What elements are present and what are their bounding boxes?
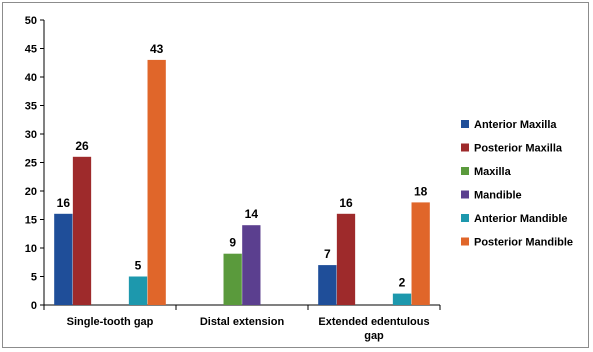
legend-label: Anterior Mandible [474, 213, 568, 225]
chart-frame [2, 2, 589, 348]
legend-label: Posterior Maxilla [474, 143, 563, 155]
bar [392, 293, 412, 305]
bar [54, 213, 73, 305]
legend-swatch [461, 167, 469, 175]
legend-label: Posterior Mandible [474, 237, 573, 249]
bar [318, 265, 337, 305]
data-label: 43 [150, 42, 164, 56]
x-category-label: Distal extension [200, 316, 285, 328]
legend: Anterior Maxilla Posterior Maxilla Maxilla… [461, 119, 573, 249]
data-label: 16 [339, 196, 353, 210]
y-tick-label: 0 [31, 300, 37, 312]
legend-swatch [461, 143, 469, 152]
data-labels: 16 7 26 16 9 14 5 2 43 18 [57, 42, 428, 290]
bar [128, 276, 148, 305]
y-tick-label: 25 [25, 158, 37, 170]
bars [54, 59, 430, 306]
data-label: 26 [75, 139, 89, 153]
bar [223, 253, 242, 305]
y-tick-label: 5 [31, 272, 37, 284]
bar [147, 59, 166, 306]
y-tick-label: 50 [25, 15, 37, 27]
legend-label: Maxilla [474, 166, 512, 178]
x-category-label: Extended edentulous [318, 316, 429, 328]
y-tick-label: 30 [25, 129, 37, 141]
x-category-label: gap [364, 330, 384, 342]
legend-label: Anterior Maxilla [474, 119, 557, 131]
bar [411, 202, 430, 305]
legend-label: Mandible [474, 190, 522, 202]
bar [242, 225, 261, 305]
y-tick-label: 15 [25, 215, 37, 227]
y-tick-label: 10 [25, 243, 37, 255]
y-tick-label: 20 [25, 186, 37, 198]
data-label: 9 [229, 236, 236, 250]
y-axis: 0 5 10 15 20 25 30 35 40 45 50 [25, 15, 45, 312]
x-axis: Single-tooth gap Distal extension Extended… [43, 304, 441, 342]
data-label: 14 [245, 207, 259, 221]
y-tick-label: 35 [25, 101, 37, 113]
bar [72, 156, 92, 305]
data-label: 16 [57, 196, 71, 210]
legend-swatch [461, 120, 469, 128]
legend-swatch [461, 214, 469, 222]
data-label: 7 [324, 247, 331, 261]
legend-swatch [461, 190, 469, 199]
x-category-label: Single-tooth gap [67, 316, 154, 328]
y-tick-label: 40 [25, 72, 37, 84]
data-label: 5 [135, 259, 142, 273]
legend-swatch [461, 237, 469, 246]
bar [336, 213, 356, 305]
data-label: 18 [414, 184, 428, 198]
y-tick-label: 45 [25, 44, 37, 56]
data-label: 2 [399, 276, 406, 290]
